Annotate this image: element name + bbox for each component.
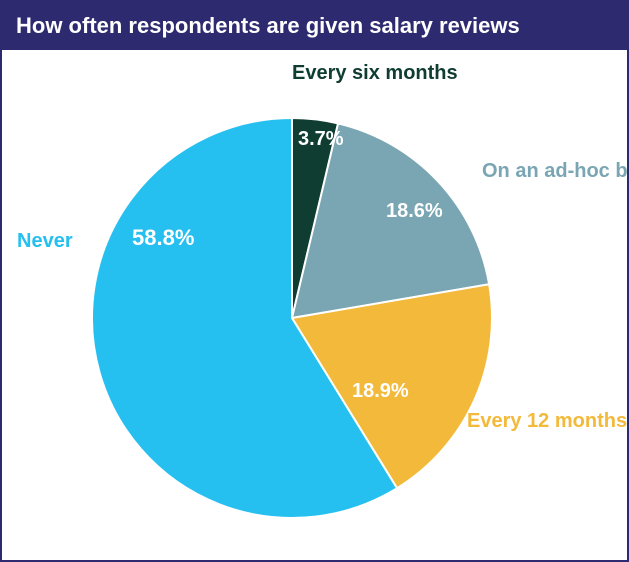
slice-value: 18.6% [386, 200, 443, 223]
pie-chart [2, 50, 629, 562]
slice-label: Never [17, 230, 73, 253]
chart-area: Every six months 3.7% On an ad-hoc basis 18… [2, 50, 629, 562]
chart-title: How often respondents are given salary r… [16, 13, 520, 38]
chart-frame: How often respondents are given salary r… [0, 0, 629, 562]
slice-label: On an ad-hoc basis [482, 160, 629, 183]
slice-value: 18.9% [352, 380, 409, 403]
slice-value: 3.7% [298, 128, 344, 151]
slice-label: Every 12 months [467, 410, 627, 433]
slice-value: 58.8% [132, 225, 194, 251]
slice-label: Every six months [292, 62, 458, 85]
chart-title-bar: How often respondents are given salary r… [2, 2, 627, 50]
